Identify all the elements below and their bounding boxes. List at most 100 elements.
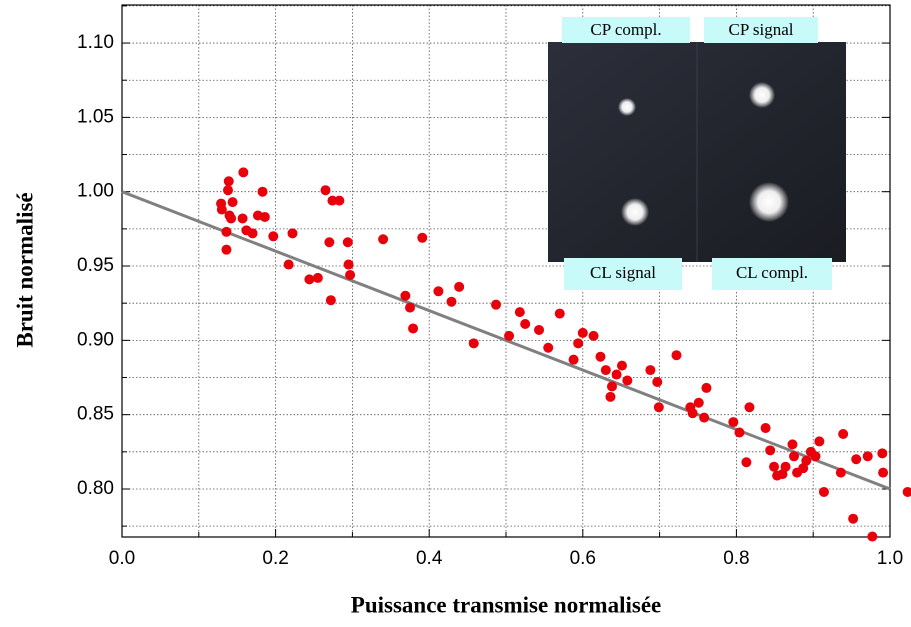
data-point [268,231,279,242]
data-point [653,402,664,413]
data-point [324,237,335,248]
data-point [554,308,565,319]
data-point [728,417,739,428]
y-axis-title: Bruit normalisé [12,192,37,347]
data-point [543,342,554,353]
data-point [741,457,752,468]
data-point [818,486,829,497]
data-point [789,451,799,462]
data-point [600,365,611,376]
data-point [652,376,663,387]
data-point [765,445,776,456]
data-point [622,375,633,386]
data-point [734,427,745,438]
data-point [577,327,588,338]
data-point [304,274,315,285]
data-point [699,412,710,423]
data-point [606,381,617,392]
data-point [862,451,873,462]
data-point [605,391,616,402]
spot [749,182,789,222]
x-axis-title: Puissance transmise normalisée [351,592,661,617]
data-point [760,423,771,434]
x-tick-label: 1.0 [877,548,903,569]
spot [621,198,649,226]
data-point [400,290,411,301]
data-point [611,369,622,380]
data-point [312,272,323,283]
x-tick-label: 0.8 [723,548,749,569]
data-point [454,281,465,292]
data-point [810,451,821,462]
data-point [867,531,878,542]
data-point [520,318,531,329]
x-tick-label: 0.6 [570,548,596,569]
data-point [787,439,798,450]
y-tick-label: 0.90 [77,329,114,350]
data-point [693,397,704,408]
data-point [744,402,755,413]
x-tick-label: 0.2 [262,548,288,569]
data-point [595,351,606,362]
data-point [334,195,345,206]
data-point [769,461,780,472]
inset-label: CP signal [728,20,793,39]
data-point [588,330,599,341]
data-point [325,295,336,306]
data-point [408,323,419,334]
data-point [616,360,627,371]
data-point [446,296,457,307]
data-point [327,195,338,206]
data-point [671,350,682,361]
data-point [573,338,584,349]
label-box [564,258,682,290]
data-point [534,324,545,335]
data-point [814,436,825,447]
inset: CP compl. CP signal CL signal CL compl. [548,17,846,290]
data-point [851,454,862,465]
data-point [468,338,479,349]
y-tick-label: 0.85 [77,404,114,425]
data-point [226,213,237,224]
y-tick-label: 1.05 [77,106,114,127]
fit-line [121,190,891,491]
data-point [878,467,889,478]
x-tick-label: 0.4 [416,548,443,569]
data-point [238,167,249,178]
data-point [237,213,248,224]
label-box [712,258,832,290]
data-point [320,185,331,196]
label-box [562,17,690,43]
data-point [342,237,353,248]
inset-label: CP compl. [590,20,661,39]
data-point [902,486,911,497]
data-point [838,428,849,439]
y-tick-label: 1.00 [77,181,114,202]
data-point [801,455,812,466]
label-box [704,17,818,43]
data-point [221,226,232,237]
data-point [287,228,298,239]
spot [749,82,775,108]
data-point [780,461,791,472]
marks [121,167,911,542]
data-point [257,186,268,197]
data-point [378,234,389,245]
data-point [283,259,294,270]
y-tick-label: 0.80 [77,478,114,499]
data-point [504,330,515,341]
data-point [247,228,258,239]
data-point [345,269,356,280]
data-point [227,197,238,208]
inset-label: CL compl. [736,263,808,282]
y-tick-label: 1.10 [77,32,114,53]
data-point [491,299,502,310]
data-point [417,232,428,243]
data-point [216,204,227,215]
y-tick-label: 0.95 [77,255,114,276]
plot-frame [121,4,891,538]
data-point [433,286,444,297]
data-point [405,302,415,313]
